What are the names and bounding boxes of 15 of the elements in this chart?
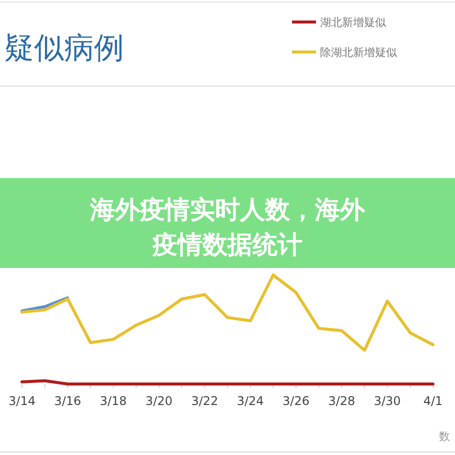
x-tick-label: 3/18 [100,394,127,408]
legend-label: 湖北新增疑似 [320,16,386,29]
x-tick-label: 3/30 [374,394,401,408]
text: 海外疫情实时人数，海外疫情数据统计 [89,195,366,259]
x-tick-label: 3/20 [146,394,172,408]
x-tick-label: 3/24 [236,394,264,408]
x-tick-label: 4/1 [423,394,443,408]
x-tick-label: 3/28 [328,394,356,408]
text: 数 [439,430,450,443]
x-tick-label: 3/16 [54,394,82,408]
x-tick-label: 3/22 [191,394,218,408]
x-tick-label: 3/26 [282,394,310,408]
x-tick-label: 3/14 [8,394,36,408]
chart-title: 疑似病例 [4,31,124,66]
legend-label: 除湖北新增疑似 [320,46,397,59]
